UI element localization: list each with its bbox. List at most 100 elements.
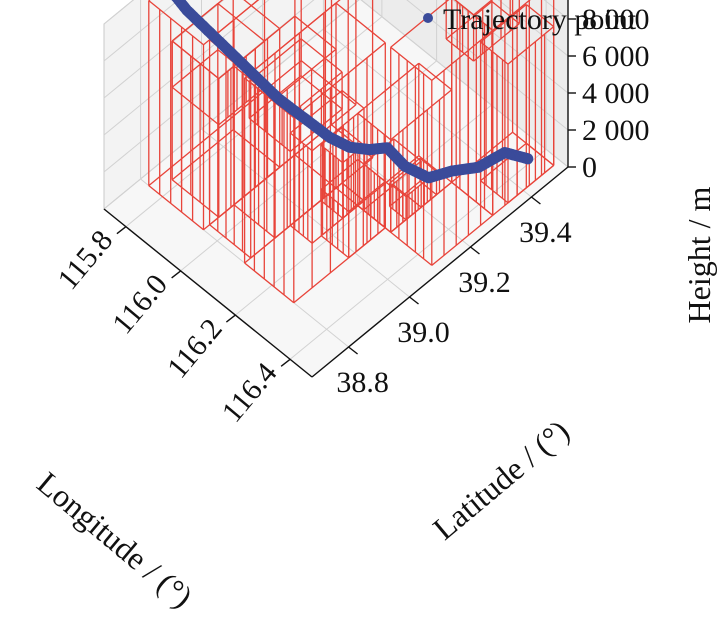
grid-cell-edge [473, 23, 520, 62]
y-tick-mark [348, 346, 359, 355]
y-tick-mark [470, 246, 480, 255]
grid-cell-edge [341, 126, 365, 146]
grid-cell-edge [300, 38, 343, 73]
grid-cell-edge [274, 48, 337, 100]
grid-cell-edge [525, 142, 555, 166]
legend: Trajectory point [423, 3, 637, 36]
grid-cell-edge [525, 3, 555, 28]
grid-cell-edge [148, 60, 302, 187]
grid-cell-edge [357, 62, 420, 114]
grid-cell-edge [348, 227, 386, 259]
y-axis-label: Latitude / (°) [426, 413, 576, 547]
x-tick-mark [225, 314, 236, 323]
y-tick-label: 39.0 [397, 316, 450, 349]
gridline-z [103, 0, 569, 210]
grid-cell-edge [390, 89, 453, 141]
x-tick-mark [171, 270, 182, 279]
grid-cell-edge [480, 180, 509, 204]
grid-cell-edge [418, 62, 453, 91]
grid-cell-edge [362, 209, 392, 233]
grid-cell-edge [335, 2, 386, 44]
grid-cells [148, 0, 555, 304]
x-axis-line [103, 208, 313, 378]
grid-cell-edge [171, 49, 219, 88]
grid-cell-edge [507, 26, 555, 65]
grid-cell-edge [171, 86, 220, 126]
y-tick-label: 39.4 [519, 216, 572, 249]
grid-cell-edge [232, 129, 281, 168]
grid-cell-edge [362, 163, 392, 187]
grid-cell-edge [148, 0, 204, 46]
gridline-z [103, 0, 569, 173]
grid-cell-edge [445, 0, 493, 40]
grid-cell-edge [148, 185, 204, 231]
x-tick-label: 116.0 [106, 268, 174, 340]
z-axis-label: Height / m [681, 186, 717, 323]
grid-cell-edge [293, 42, 386, 119]
y-tick-label: 39.2 [458, 266, 511, 299]
grid-cell-edge [244, 77, 295, 119]
grid-cell-edge [342, 200, 365, 219]
trajectory-series [171, 0, 534, 184]
grid-cell-edge [492, 0, 531, 31]
grid-cell-edge [171, 129, 234, 181]
grid-cell-edge [390, 46, 433, 81]
trajectory-point [522, 153, 534, 165]
z-tick-label: 4 000 [582, 77, 650, 110]
grid-cell-edge [171, 179, 220, 218]
grid-cell-edge [320, 199, 344, 219]
grid-cell-edge [451, 181, 494, 216]
grid-cell-edge [289, 89, 343, 134]
x-tick-label: 116.2 [161, 312, 229, 384]
y-axis-line [311, 166, 569, 378]
y-tick-mark [530, 196, 541, 205]
grid-cell-edge [243, 0, 281, 30]
grid-cell-edge [405, 194, 437, 221]
grid-cell-edge [209, 0, 260, 41]
grid-cell-edge [244, 2, 337, 79]
grid-cell-edge [431, 214, 494, 266]
grid-cell-edge [294, 15, 337, 50]
y-tick-label: 38.8 [336, 366, 389, 399]
grid-cell [320, 126, 365, 219]
grid-cell-edge [389, 180, 421, 207]
grid-cell-edge [244, 262, 295, 304]
grid-cell-edge [209, 224, 252, 259]
grid-cell-edge [320, 235, 350, 259]
grid-cell-edge [390, 231, 433, 266]
y-tick-mark [409, 296, 419, 305]
grid-cell-edge [491, 0, 520, 25]
grid-cell-edge [390, 160, 422, 187]
grid-cell-edge [217, 2, 265, 42]
z-tick-label: 6 000 [582, 40, 650, 73]
grid-cell-edge [454, 0, 475, 16]
grid-cell-edge [445, 38, 475, 62]
grid-cell-edge [393, 138, 422, 162]
grid-cell-edge [480, 41, 509, 65]
x-tick-label: 115.8 [51, 224, 119, 296]
z-tick-label: 0 [582, 151, 597, 184]
grid-cell-edge [320, 188, 350, 213]
grid-cell-edge [473, 0, 493, 16]
z-tick-label: 2 000 [582, 114, 650, 147]
axis-lines [103, 0, 569, 378]
x-tick-label: 116.4 [216, 357, 284, 429]
grid-cell-edge [390, 0, 450, 48]
grid-cell-edge [171, 40, 220, 80]
grid-cell-edge [357, 112, 392, 141]
grid-cell-edge [311, 107, 365, 152]
grid-cell-edge [341, 89, 365, 109]
legend-label: Trajectory point [443, 3, 637, 36]
x-tick-mark [280, 358, 291, 367]
z-tick-label: 8 000 [582, 3, 650, 36]
gridline-z [103, 0, 569, 136]
grid-cell-edge [320, 144, 344, 164]
grid-cell [445, 0, 520, 62]
legend-marker [423, 13, 433, 23]
x-axis-label: Longitude / (°) [31, 465, 200, 615]
x-tick-mark [116, 226, 127, 235]
grid-cell-edge [480, 142, 527, 182]
grid-cell-edge [507, 164, 555, 204]
gridline-z [103, 0, 569, 99]
